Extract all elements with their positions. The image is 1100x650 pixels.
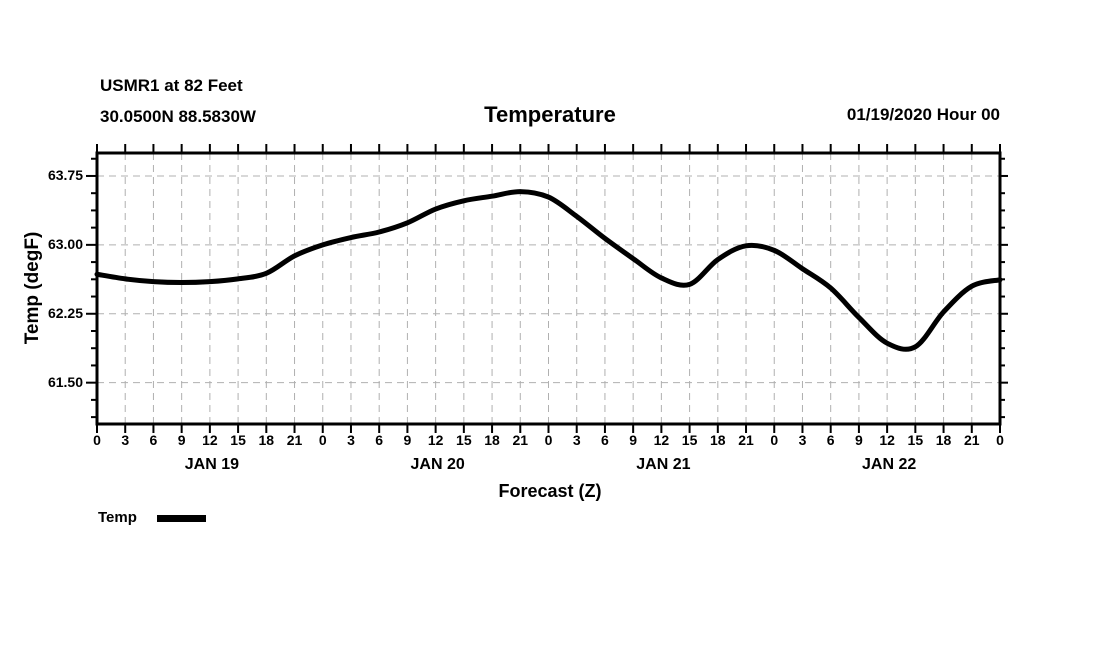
- y-tick-label: 62.25: [47, 304, 83, 321]
- x-tick-label: 0: [318, 432, 327, 448]
- x-tick-label: 6: [149, 432, 158, 448]
- x-tick-label: 3: [798, 432, 807, 448]
- x-tick-label: 3: [572, 432, 581, 448]
- x-tick-label: 3: [347, 432, 355, 448]
- x-tick-label: 21: [738, 432, 754, 448]
- x-tick-label: 0: [770, 432, 779, 448]
- x-tick-label: 6: [375, 432, 384, 448]
- chart-title: Temperature: [484, 102, 616, 127]
- day-label: JAN 20: [410, 456, 465, 473]
- y-tick-label: 61.50: [47, 373, 83, 390]
- x-tick-label: 15: [907, 432, 924, 448]
- x-axis-title: Forecast (Z): [498, 481, 602, 501]
- plot-frame: [95, 151, 1002, 426]
- day-label: JAN 19: [184, 456, 239, 473]
- x-tick-label: 15: [230, 432, 246, 448]
- x-tick-label: 9: [177, 432, 186, 448]
- legend-label: Temp: [98, 509, 137, 526]
- x-tick-label: 0: [996, 432, 1004, 448]
- station-name: USMR1 at 82 Feet: [100, 76, 243, 95]
- x-tick-label: 9: [629, 432, 638, 448]
- x-tick-label: 18: [484, 432, 500, 448]
- forecast-datetime: 01/19/2020 Hour 00: [846, 105, 1000, 124]
- x-tick-label: 21: [286, 432, 303, 448]
- x-tick-label: 12: [427, 432, 444, 448]
- x-tick-label: 18: [710, 432, 726, 448]
- y-tick-label: 63.00: [47, 235, 83, 252]
- x-tick-label: 21: [512, 432, 529, 448]
- x-tick-label: 12: [653, 432, 670, 448]
- x-tick-label: 0: [544, 432, 553, 448]
- station-coordinates: 30.0500N 88.5830W: [100, 107, 256, 126]
- temp-series-line: [94, 189, 1003, 352]
- x-tick-label: 12: [879, 432, 895, 448]
- x-tick-label: 6: [601, 432, 609, 448]
- x-tick-label: 21: [963, 432, 980, 448]
- legend-line-swatch: [157, 515, 206, 522]
- x-tick-label: 6: [826, 432, 835, 448]
- x-tick-label: 18: [935, 432, 952, 448]
- y-tick-label: 63.75: [47, 166, 83, 183]
- x-tick-label: 12: [202, 432, 218, 448]
- day-label: JAN 22: [862, 456, 917, 473]
- x-tick-label: 18: [258, 432, 275, 448]
- x-tick-label: 9: [855, 432, 863, 448]
- x-tick-label: 15: [456, 432, 472, 448]
- x-tick-label: 3: [121, 432, 130, 448]
- day-label: JAN 21: [636, 456, 691, 473]
- x-tick-label: 9: [403, 432, 412, 448]
- x-tick-label: 0: [93, 432, 101, 448]
- x-tick-label: 15: [681, 432, 698, 448]
